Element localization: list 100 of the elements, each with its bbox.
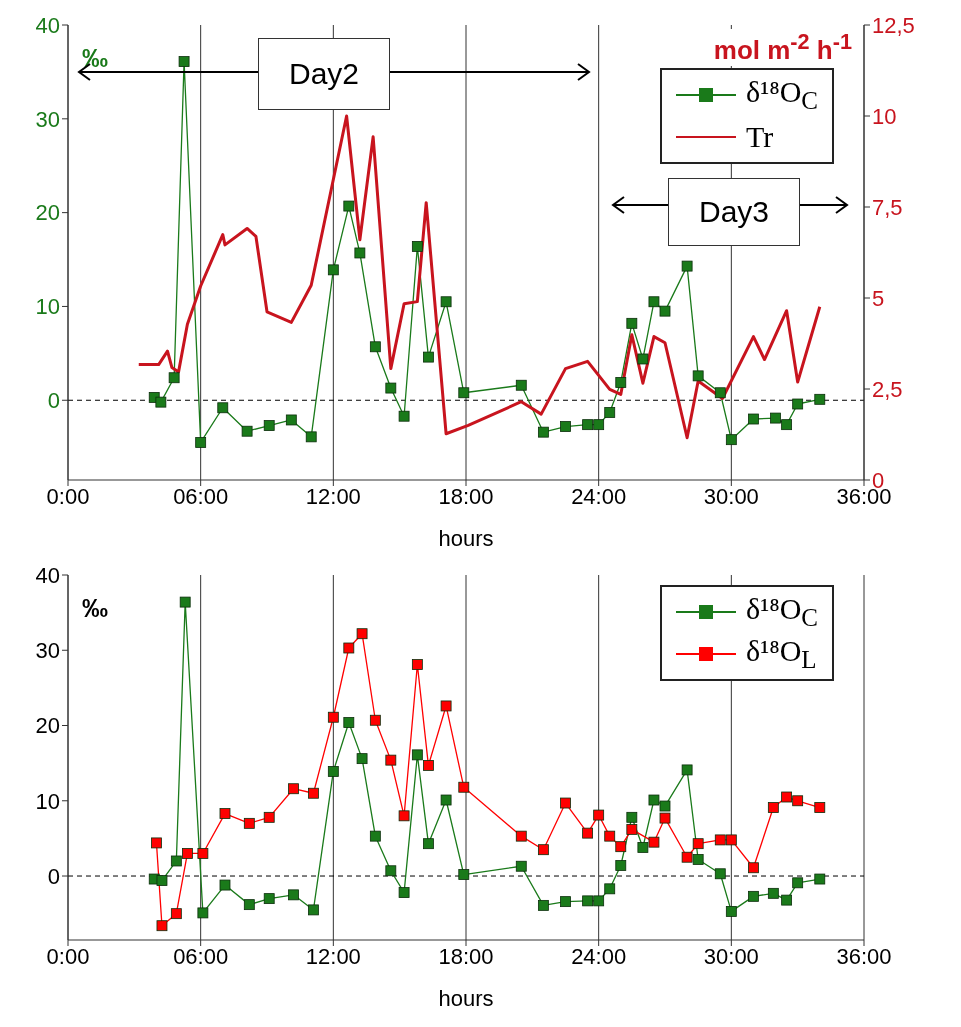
point: [714, 868, 726, 880]
point: [781, 419, 793, 431]
point: [385, 865, 397, 877]
legend-label: δ¹⁸O$_{C}$: [746, 75, 818, 115]
point: [537, 899, 549, 911]
x-tick-label: 24:00: [571, 483, 627, 509]
point: [604, 830, 616, 842]
point: [748, 413, 759, 425]
y-tick-label: 20: [35, 713, 60, 739]
point: [515, 379, 527, 391]
point: [748, 890, 759, 902]
y-tick-label: 30: [35, 106, 60, 132]
point: [385, 754, 397, 766]
point: [458, 781, 470, 793]
point: [411, 241, 423, 252]
point: [178, 56, 190, 67]
point: [781, 791, 793, 803]
point: [398, 887, 410, 898]
y2-axis-title: mol m$^{-2}$ h$^{-1}$: [709, 29, 856, 66]
y2-tick-label: 12,5: [872, 12, 915, 38]
point: [423, 838, 434, 850]
x-tick-label: 12:00: [305, 943, 361, 969]
point: [626, 317, 638, 329]
point: [423, 351, 434, 363]
point: [219, 808, 231, 819]
x-tick-label: 18:00: [438, 483, 494, 509]
point: [288, 783, 299, 795]
point: [814, 873, 826, 885]
x-tick-label: 0:00: [46, 483, 90, 509]
point: [582, 827, 594, 839]
point: [681, 764, 693, 776]
y2-tick-label: 10: [872, 103, 897, 129]
point: [537, 426, 549, 438]
point: [582, 895, 594, 907]
point: [537, 844, 549, 856]
point: [305, 431, 317, 443]
y-tick-label: 10: [35, 294, 60, 320]
legend-label: δ¹⁸O$_{C}$: [746, 592, 818, 632]
x-tick-label: 0:00: [46, 943, 90, 969]
point: [354, 247, 366, 259]
point: [681, 851, 693, 863]
point: [168, 372, 180, 384]
point: [659, 305, 671, 317]
point: [560, 896, 571, 908]
point: [155, 396, 167, 408]
x-tick-label: 12:00: [305, 483, 361, 509]
point: [515, 860, 527, 872]
point: [398, 810, 410, 822]
point: [692, 370, 704, 382]
y-tick-label: 20: [35, 200, 60, 226]
y-axis-title: ‰: [82, 43, 108, 74]
point: [560, 421, 571, 432]
point: [288, 889, 299, 901]
point: [659, 812, 671, 824]
point: [327, 711, 339, 723]
point: [714, 387, 726, 399]
annotation: Day3: [668, 178, 800, 246]
point: [725, 834, 737, 846]
x-tick-label: 18:00: [438, 943, 494, 969]
point: [243, 817, 255, 829]
point: [440, 700, 452, 712]
y-tick-label: 40: [35, 562, 60, 588]
point: [343, 200, 355, 212]
point: [263, 811, 275, 823]
point: [151, 837, 162, 849]
point: [263, 893, 275, 905]
x-axis-title: hours: [438, 986, 494, 1011]
point: [637, 353, 649, 365]
x-tick-label: 06:00: [173, 483, 229, 509]
point: [626, 811, 638, 823]
point: [648, 296, 660, 308]
point: [197, 907, 209, 919]
point: [411, 749, 423, 761]
point: [219, 879, 231, 891]
y2-tick-label: 5: [872, 285, 885, 311]
y-tick-label: 0: [47, 863, 60, 889]
point: [458, 387, 470, 399]
point: [385, 382, 397, 394]
y-tick-label: 0: [47, 388, 60, 414]
x-tick-label: 36:00: [836, 943, 892, 969]
point: [770, 412, 781, 424]
point: [692, 838, 704, 850]
point: [356, 753, 368, 765]
point: [725, 906, 737, 917]
point: [179, 596, 191, 608]
point: [781, 894, 793, 906]
point: [604, 883, 616, 895]
point: [648, 794, 660, 806]
point: [681, 260, 693, 272]
point: [458, 869, 470, 880]
point: [356, 628, 368, 640]
point: [263, 420, 275, 431]
point: [626, 823, 638, 835]
point: [648, 836, 660, 848]
point: [725, 434, 737, 446]
point: [748, 862, 759, 874]
point: [369, 830, 381, 842]
point: [170, 855, 182, 867]
point: [637, 842, 649, 853]
point: [582, 419, 594, 431]
